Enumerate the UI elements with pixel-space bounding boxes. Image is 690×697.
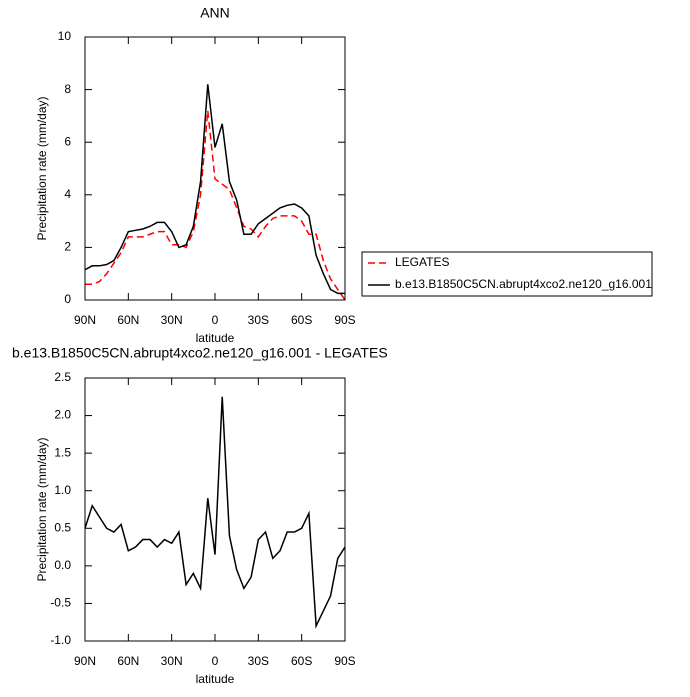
x-tick-label: 60N — [117, 313, 139, 327]
chart-title: ANN — [200, 5, 230, 21]
y-tick-label: 2.0 — [54, 408, 71, 422]
chart-title: b.e13.B1850C5CN.abrupt4xco2.ne120_g16.00… — [12, 345, 388, 361]
x-tick-label: 30N — [161, 654, 183, 668]
y-tick-label: 1.0 — [54, 483, 71, 497]
y-tick-label: 1.5 — [54, 445, 71, 459]
series-line — [85, 110, 346, 301]
legend-label: LEGATES — [395, 255, 449, 269]
y-tick-label: 6 — [64, 134, 71, 148]
x-tick-label: 30N — [161, 313, 183, 327]
x-tick-label: 90S — [334, 313, 355, 327]
x-tick-label: 0 — [212, 313, 219, 327]
y-tick-label: -1.0 — [50, 633, 71, 647]
legend-box — [361, 251, 653, 297]
x-tick-label: 90N — [74, 654, 96, 668]
y-axis-label: Precipitation rate (mm/day) — [35, 96, 49, 240]
x-tick-label: 30S — [248, 654, 269, 668]
y-tick-label: 0.5 — [54, 520, 71, 534]
legend-label: b.e13.B1850C5CN.abrupt4xco2.ne120_g16.00… — [395, 277, 652, 291]
x-tick-label: 30S — [248, 313, 269, 327]
y-tick-label: 10 — [58, 29, 72, 43]
y-tick-label: 8 — [64, 82, 71, 96]
x-axis-label: latitude — [196, 672, 235, 686]
y-tick-label: 2.5 — [54, 370, 71, 384]
y-tick-label: 0.0 — [54, 558, 71, 572]
x-tick-label: 60S — [291, 313, 312, 327]
x-tick-label: 90S — [334, 654, 355, 668]
x-tick-label: 0 — [212, 654, 219, 668]
x-tick-label: 60S — [291, 654, 312, 668]
plot-frame — [84, 377, 346, 642]
y-axis-label: Precipitation rate (mm/day) — [35, 437, 49, 581]
y-tick-label: 2 — [64, 240, 71, 254]
y-tick-label: -0.5 — [50, 596, 71, 610]
x-tick-label: 60N — [117, 654, 139, 668]
y-tick-label: 0 — [64, 292, 71, 306]
series-line — [84, 396, 346, 629]
series-line — [84, 84, 345, 295]
x-axis-label: latitude — [196, 331, 235, 345]
plot-frame — [84, 36, 346, 301]
x-tick-label: 90N — [74, 313, 96, 327]
y-tick-label: 4 — [64, 187, 71, 201]
